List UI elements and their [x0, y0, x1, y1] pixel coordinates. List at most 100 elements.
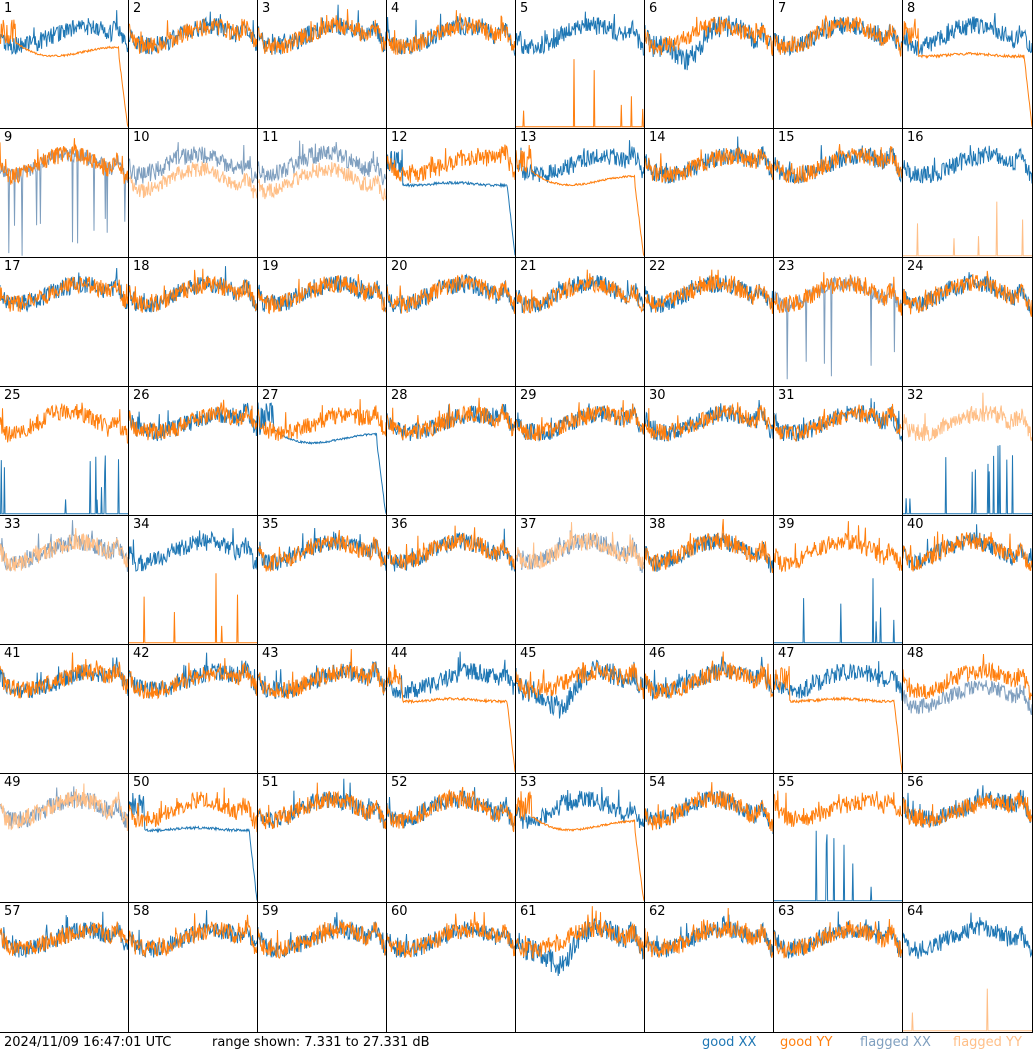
series-xx [129, 528, 257, 572]
series-xx [903, 12, 1032, 56]
tile-plot [645, 399, 773, 442]
series-xx [645, 914, 773, 958]
tile-label: 27 [262, 388, 279, 403]
antenna-tile: 33 [0, 516, 129, 645]
antenna-tile: 9 [0, 129, 129, 258]
tile-label: 64 [907, 904, 924, 919]
series-yy [387, 664, 515, 772]
tile-label: 26 [133, 388, 150, 403]
tile-label: 52 [391, 775, 408, 790]
antenna-tile: 7 [774, 0, 903, 129]
series-yy [903, 531, 1032, 572]
series-yy [774, 790, 902, 827]
tile-plot [903, 270, 1032, 317]
tile-label: 36 [391, 517, 408, 532]
series-xx [645, 15, 773, 71]
series-yy [0, 138, 128, 185]
series-yy [129, 573, 257, 644]
tile-label: 22 [649, 259, 666, 274]
tile-plot [387, 397, 515, 442]
series-xx [387, 651, 515, 700]
antenna-tile: 43 [258, 645, 387, 774]
series-yy [645, 651, 773, 700]
tile-label: 2 [133, 1, 142, 16]
tile-label: 41 [4, 646, 21, 661]
series-yy [258, 782, 386, 830]
tile-label: 24 [907, 259, 924, 274]
tile-plot [903, 912, 1032, 1032]
tile-label: 28 [391, 388, 408, 403]
antenna-tile: 61 [516, 903, 645, 1033]
antenna-tile: 51 [258, 774, 387, 903]
antenna-tile: 56 [903, 774, 1033, 903]
tile-plot [0, 402, 128, 515]
tile-plot [129, 787, 257, 901]
antenna-tile: 57 [0, 903, 129, 1033]
series-yy [774, 403, 902, 442]
tile-plot [129, 652, 257, 700]
series-yy [516, 661, 644, 700]
antenna-tile: 52 [387, 774, 516, 903]
series-yy [129, 268, 257, 313]
antenna-tile: 6 [645, 0, 774, 129]
tile-plot [774, 144, 902, 185]
antenna-tile: 59 [258, 903, 387, 1033]
tile-plot [516, 522, 644, 573]
antenna-tile: 55 [774, 774, 903, 903]
tile-label: 15 [778, 130, 795, 145]
series-yy [0, 402, 128, 444]
tile-plot [258, 399, 386, 514]
tile-label: 49 [4, 775, 21, 790]
tile-plot [0, 138, 128, 256]
tile-plot [0, 520, 128, 572]
antenna-tile: 34 [129, 516, 258, 645]
tile-label: 45 [520, 646, 537, 661]
antenna-tile: 17 [0, 258, 129, 387]
series-xx [258, 140, 386, 186]
tile-plot [774, 521, 902, 644]
antenna-tile: 46 [645, 645, 774, 774]
series-xx [774, 578, 902, 644]
tile-plot [516, 906, 644, 977]
series-yy [0, 276, 128, 313]
tile-plot [258, 912, 386, 959]
tile-plot [903, 392, 1032, 515]
tile-plot [903, 12, 1032, 127]
series-yy [516, 144, 644, 256]
antenna-tile: 45 [516, 645, 645, 774]
series-xx [258, 661, 386, 699]
series-xx [0, 657, 128, 699]
series-xx [516, 275, 644, 314]
antenna-tile: 48 [903, 645, 1033, 774]
tile-label: 43 [262, 646, 279, 661]
tile-label: 8 [907, 1, 916, 16]
series-yy [774, 521, 902, 573]
legend-good-xx: good XX [702, 1035, 757, 1050]
tile-plot [387, 651, 515, 772]
series-yy [903, 988, 1032, 1032]
tile-label: 42 [133, 646, 150, 661]
tile-plot [903, 785, 1032, 829]
series-yy [516, 791, 644, 901]
antenna-tile: 31 [774, 387, 903, 516]
antenna-tile: 20 [387, 258, 516, 387]
antenna-tile: 44 [387, 645, 516, 774]
antenna-tile: 47 [774, 645, 903, 774]
tile-plot [387, 144, 515, 256]
tile-plot [0, 267, 128, 313]
tile-plot [129, 528, 257, 644]
tile-plot [645, 651, 773, 701]
tile-plot [258, 527, 386, 572]
tile-plot [903, 524, 1032, 572]
antenna-tile: 35 [258, 516, 387, 645]
tile-plot [258, 648, 386, 699]
tile-plot [387, 273, 515, 314]
tile-plot [0, 10, 128, 127]
tile-label: 20 [391, 259, 408, 274]
series-yy [774, 666, 902, 772]
tile-label: 35 [262, 517, 279, 532]
series-xx [387, 149, 515, 256]
antenna-tile: 23 [774, 258, 903, 387]
series-yy [645, 907, 773, 958]
series-xx [774, 830, 902, 902]
